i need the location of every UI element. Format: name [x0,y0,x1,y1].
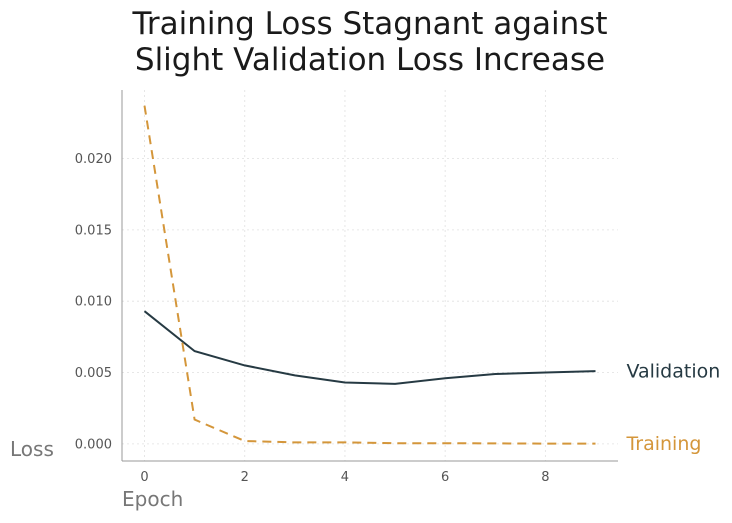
tick-labels: 0.000 0.005 0.010 0.015 0.020 0 2 4 6 8 [75,152,550,485]
x-tick-label: 2 [241,470,249,485]
y-tick-label: 0.000 [75,437,112,452]
x-tick-label: 8 [541,470,549,485]
series-line-training [143,105,596,445]
x-tick-label: 6 [441,470,449,485]
x-tick-label: 0 [140,470,148,485]
series-label-training: Training [625,433,701,455]
y-tick-label: 0.020 [75,152,112,167]
x-tick-label: 4 [341,470,349,485]
chart-title-line-2: Slight Validation Loss Increase [135,42,605,78]
grid [122,90,618,461]
series-label-validation: Validation [626,361,720,383]
series-line-validation [143,310,596,385]
series-labels: Validation Training [625,361,720,455]
chart-title-line-1: Training Loss Stagnant against [131,6,607,42]
x-axis-label: Epoch [122,487,183,511]
y-axis-label: Loss [10,437,54,461]
axes [121,90,618,462]
y-tick-label: 0.010 [75,295,112,310]
series-lines [143,105,596,445]
y-tick-label: 0.005 [75,366,112,381]
y-tick-label: 0.015 [75,223,112,238]
